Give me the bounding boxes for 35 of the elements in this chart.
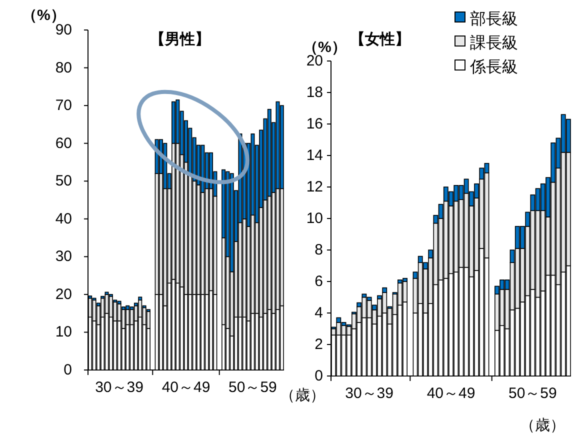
y-tick-label: 4 xyxy=(314,304,323,322)
x-tick-label: 50～59 xyxy=(228,379,277,396)
y-tick-label: 30 xyxy=(55,248,72,266)
y-tick-label: 10 xyxy=(55,324,72,341)
y-axis-title: （%） xyxy=(22,7,66,24)
y-tick-label: 90 xyxy=(55,22,72,38)
y-tick-label: 50 xyxy=(55,172,72,190)
y-tick-label: 14 xyxy=(306,147,323,164)
y-axis-title: （%） xyxy=(303,39,346,56)
y-tick-label: 2 xyxy=(314,336,323,353)
x-tick-label: 40～49 xyxy=(162,379,210,396)
y-tick-label: 20 xyxy=(55,286,72,303)
x-tick-label: 30～39 xyxy=(345,385,394,402)
x-tick-label: 40～49 xyxy=(426,385,476,402)
x-axis-title: （歳） xyxy=(280,387,325,404)
y-tick-label: 12 xyxy=(306,178,323,196)
y-tick-label: 60 xyxy=(55,134,72,152)
legend-label: 係長級 xyxy=(469,58,518,76)
x-tick-label: 30～39 xyxy=(95,379,144,396)
y-tick-label: 8 xyxy=(314,242,323,258)
y-tick-label: 18 xyxy=(306,84,323,101)
y-tick-label: 10 xyxy=(306,210,323,227)
y-tick-label: 80 xyxy=(55,59,72,76)
y-tick-label: 0 xyxy=(64,362,72,378)
y-tick-label: 40 xyxy=(55,210,72,228)
x-axis-title: （歳） xyxy=(520,417,565,434)
y-tick-label: 16 xyxy=(306,116,323,132)
chart-title: 【男性】 xyxy=(150,31,210,48)
y-tick-label: 0 xyxy=(314,368,323,384)
x-tick-label: 50～59 xyxy=(508,385,557,402)
legend-label: 部長級 xyxy=(470,10,518,28)
y-tick-label: 6 xyxy=(314,273,323,290)
chart-title: 【女性】 xyxy=(350,31,410,48)
y-tick-label: 70 xyxy=(55,97,72,114)
legend-label: 課長級 xyxy=(470,34,518,52)
